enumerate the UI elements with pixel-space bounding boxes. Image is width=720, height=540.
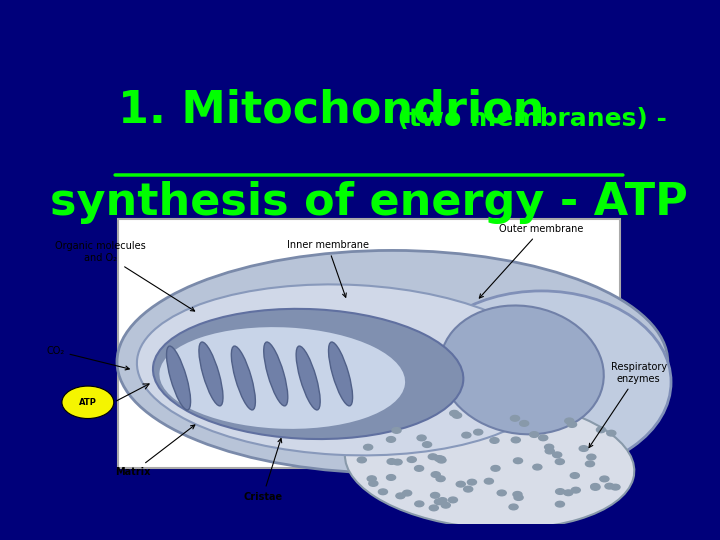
Circle shape <box>596 427 606 433</box>
Text: Cristae: Cristae <box>243 438 282 502</box>
Ellipse shape <box>159 327 405 429</box>
Circle shape <box>431 492 440 498</box>
Circle shape <box>607 430 616 436</box>
Circle shape <box>591 484 600 490</box>
Circle shape <box>539 435 548 441</box>
Circle shape <box>544 444 554 450</box>
Ellipse shape <box>153 309 464 439</box>
Circle shape <box>513 458 523 463</box>
Circle shape <box>490 437 499 443</box>
Circle shape <box>62 386 114 418</box>
Circle shape <box>485 478 493 484</box>
Circle shape <box>434 456 444 461</box>
Circle shape <box>467 480 477 485</box>
Circle shape <box>408 457 416 462</box>
Circle shape <box>498 490 506 496</box>
Circle shape <box>417 435 426 441</box>
Text: (two membranes) -: (two membranes) - <box>380 107 667 131</box>
Text: Organic molecules
and O₂: Organic molecules and O₂ <box>55 241 194 311</box>
Circle shape <box>570 472 580 478</box>
Circle shape <box>567 422 577 427</box>
Circle shape <box>364 444 373 450</box>
Ellipse shape <box>412 291 671 473</box>
Circle shape <box>579 446 588 451</box>
Circle shape <box>513 491 522 497</box>
Ellipse shape <box>231 346 256 410</box>
Circle shape <box>530 431 539 437</box>
Circle shape <box>555 501 564 507</box>
Circle shape <box>587 454 596 460</box>
Text: Matrix: Matrix <box>115 425 195 477</box>
Circle shape <box>514 495 523 501</box>
Text: Inner membrane: Inner membrane <box>287 240 369 297</box>
Ellipse shape <box>264 342 288 406</box>
Circle shape <box>367 476 377 482</box>
Ellipse shape <box>345 397 634 529</box>
Circle shape <box>611 484 620 490</box>
Circle shape <box>450 410 459 416</box>
Circle shape <box>387 458 396 464</box>
Text: synthesis of energy - ATP: synthesis of energy - ATP <box>50 181 688 224</box>
Circle shape <box>491 465 500 471</box>
Text: Respiratory
enzymes: Respiratory enzymes <box>589 362 667 448</box>
Circle shape <box>434 499 444 504</box>
Circle shape <box>431 472 440 477</box>
Circle shape <box>402 490 412 496</box>
Text: ATP: ATP <box>79 398 96 407</box>
Circle shape <box>387 475 395 480</box>
Circle shape <box>553 452 562 458</box>
Circle shape <box>510 415 520 421</box>
Circle shape <box>509 504 518 510</box>
Circle shape <box>396 493 405 499</box>
Circle shape <box>474 429 482 435</box>
Circle shape <box>415 501 424 507</box>
Circle shape <box>423 442 431 448</box>
Circle shape <box>605 483 614 489</box>
Circle shape <box>379 489 387 495</box>
Circle shape <box>438 498 447 503</box>
Ellipse shape <box>440 306 604 434</box>
Ellipse shape <box>199 342 223 406</box>
Circle shape <box>428 454 437 460</box>
Circle shape <box>387 437 395 442</box>
Circle shape <box>437 457 446 463</box>
Circle shape <box>464 487 473 492</box>
Circle shape <box>392 428 401 433</box>
Circle shape <box>456 481 465 487</box>
Circle shape <box>571 487 580 493</box>
Circle shape <box>357 457 366 463</box>
Circle shape <box>393 459 402 465</box>
Circle shape <box>453 413 462 418</box>
Circle shape <box>436 476 445 482</box>
Circle shape <box>441 502 450 508</box>
Circle shape <box>564 418 574 424</box>
Circle shape <box>511 437 521 443</box>
Ellipse shape <box>166 346 191 410</box>
Ellipse shape <box>117 251 668 473</box>
Circle shape <box>415 465 423 471</box>
Ellipse shape <box>296 346 320 410</box>
Circle shape <box>449 497 457 503</box>
Circle shape <box>545 448 554 454</box>
Ellipse shape <box>137 285 557 455</box>
Ellipse shape <box>328 342 353 406</box>
Circle shape <box>585 461 595 467</box>
Circle shape <box>369 481 378 487</box>
Circle shape <box>555 459 564 464</box>
Circle shape <box>429 505 438 511</box>
Circle shape <box>462 433 471 438</box>
Circle shape <box>520 421 528 426</box>
FancyBboxPatch shape <box>118 219 620 468</box>
Circle shape <box>600 476 609 482</box>
Text: Outer membrane: Outer membrane <box>480 224 584 298</box>
Circle shape <box>436 456 446 462</box>
Text: CO₂: CO₂ <box>46 346 130 370</box>
Circle shape <box>564 490 573 496</box>
Text: 1. Mitochondrion: 1. Mitochondrion <box>118 89 544 131</box>
Circle shape <box>533 464 542 470</box>
Circle shape <box>590 484 600 489</box>
Circle shape <box>556 489 564 494</box>
